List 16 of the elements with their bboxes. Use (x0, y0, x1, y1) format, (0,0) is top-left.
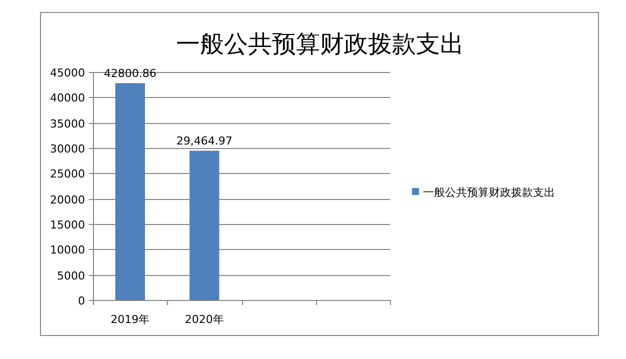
y-tick-label: 30000 (50, 142, 85, 156)
y-tick-label: 40000 (50, 92, 85, 104)
y-tick-label: 20000 (50, 194, 85, 206)
y-tick-label: 45000 (50, 66, 85, 80)
x-tick-label: 2020年 (184, 313, 224, 326)
data-label: 29,464.97 (176, 134, 232, 148)
legend-label: 一般公共预算财政拨款支出 (423, 186, 555, 199)
chart-title: 一般公共预算财政拨款支出 (176, 30, 464, 58)
y-tick-label: 10000 (50, 244, 85, 256)
y-tick-label: 5000 (57, 270, 85, 282)
y-tick-label: 15000 (50, 218, 85, 232)
data-label: 42800.86 (104, 67, 156, 80)
y-tick-label: 35000 (50, 118, 85, 130)
x-tick-label: 2019年 (110, 313, 150, 326)
y-tick-label: 0 (78, 294, 85, 308)
y-tick-label: 25000 (50, 168, 85, 180)
